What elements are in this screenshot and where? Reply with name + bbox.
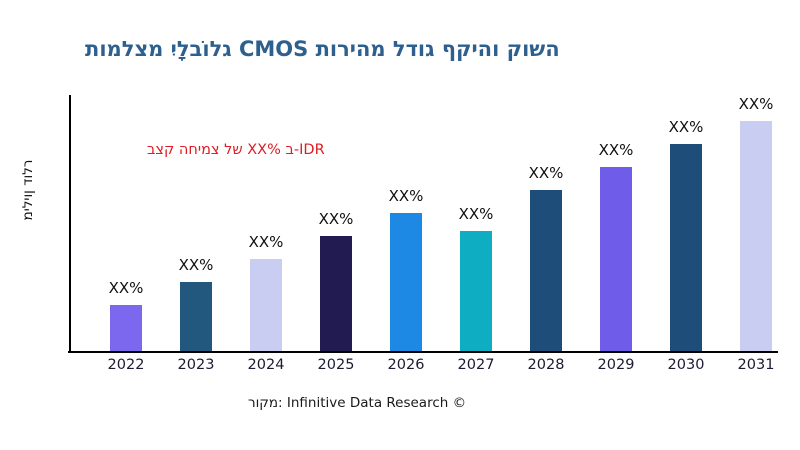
bar-value-label: XX% [458,205,494,223]
bar [390,213,422,351]
x-tick-label: 2022 [107,357,145,373]
bar [740,121,772,351]
x-tick-label: 2025 [317,357,355,373]
bar [110,305,142,351]
bar-value-label: XX% [318,210,354,228]
chart-title: תומלצמ יִלָבוֹלג CMOS תוריהמ לדוג ףקיהו … [85,37,560,61]
bar [460,231,492,351]
bar [600,167,632,351]
y-axis-label: מיליון דולר [20,159,36,221]
x-tick-label: 2026 [387,357,425,373]
bar-value-label: XX% [738,95,774,113]
x-tick-label: 2024 [247,357,285,373]
bar-value-label: XX% [178,256,214,274]
bar [180,282,212,351]
x-tick-label: 2031 [737,357,775,373]
bar [250,259,282,351]
bar-value-label: XX% [248,233,284,251]
bar-value-label: XX% [598,141,634,159]
y-axis-line [69,95,71,353]
x-tick-label: 2029 [597,357,635,373]
x-tick-label: 2028 [527,357,565,373]
bar [530,190,562,351]
x-tick-label: 2023 [177,357,215,373]
bar-value-label: XX% [108,279,144,297]
bar-value-label: XX% [668,118,704,136]
x-tick-label: 2027 [457,357,495,373]
bar-value-label: XX% [528,164,564,182]
growth-rate-annotation: בצק החימצ לש XX% ב-IDR [147,142,325,158]
bar [670,144,702,351]
bar-value-label: XX% [388,187,424,205]
x-axis-line [68,351,778,353]
x-tick-label: 2030 [667,357,705,373]
source-credit: רוקמ: Infinitive Data Research © [248,395,467,411]
bar [320,236,352,351]
